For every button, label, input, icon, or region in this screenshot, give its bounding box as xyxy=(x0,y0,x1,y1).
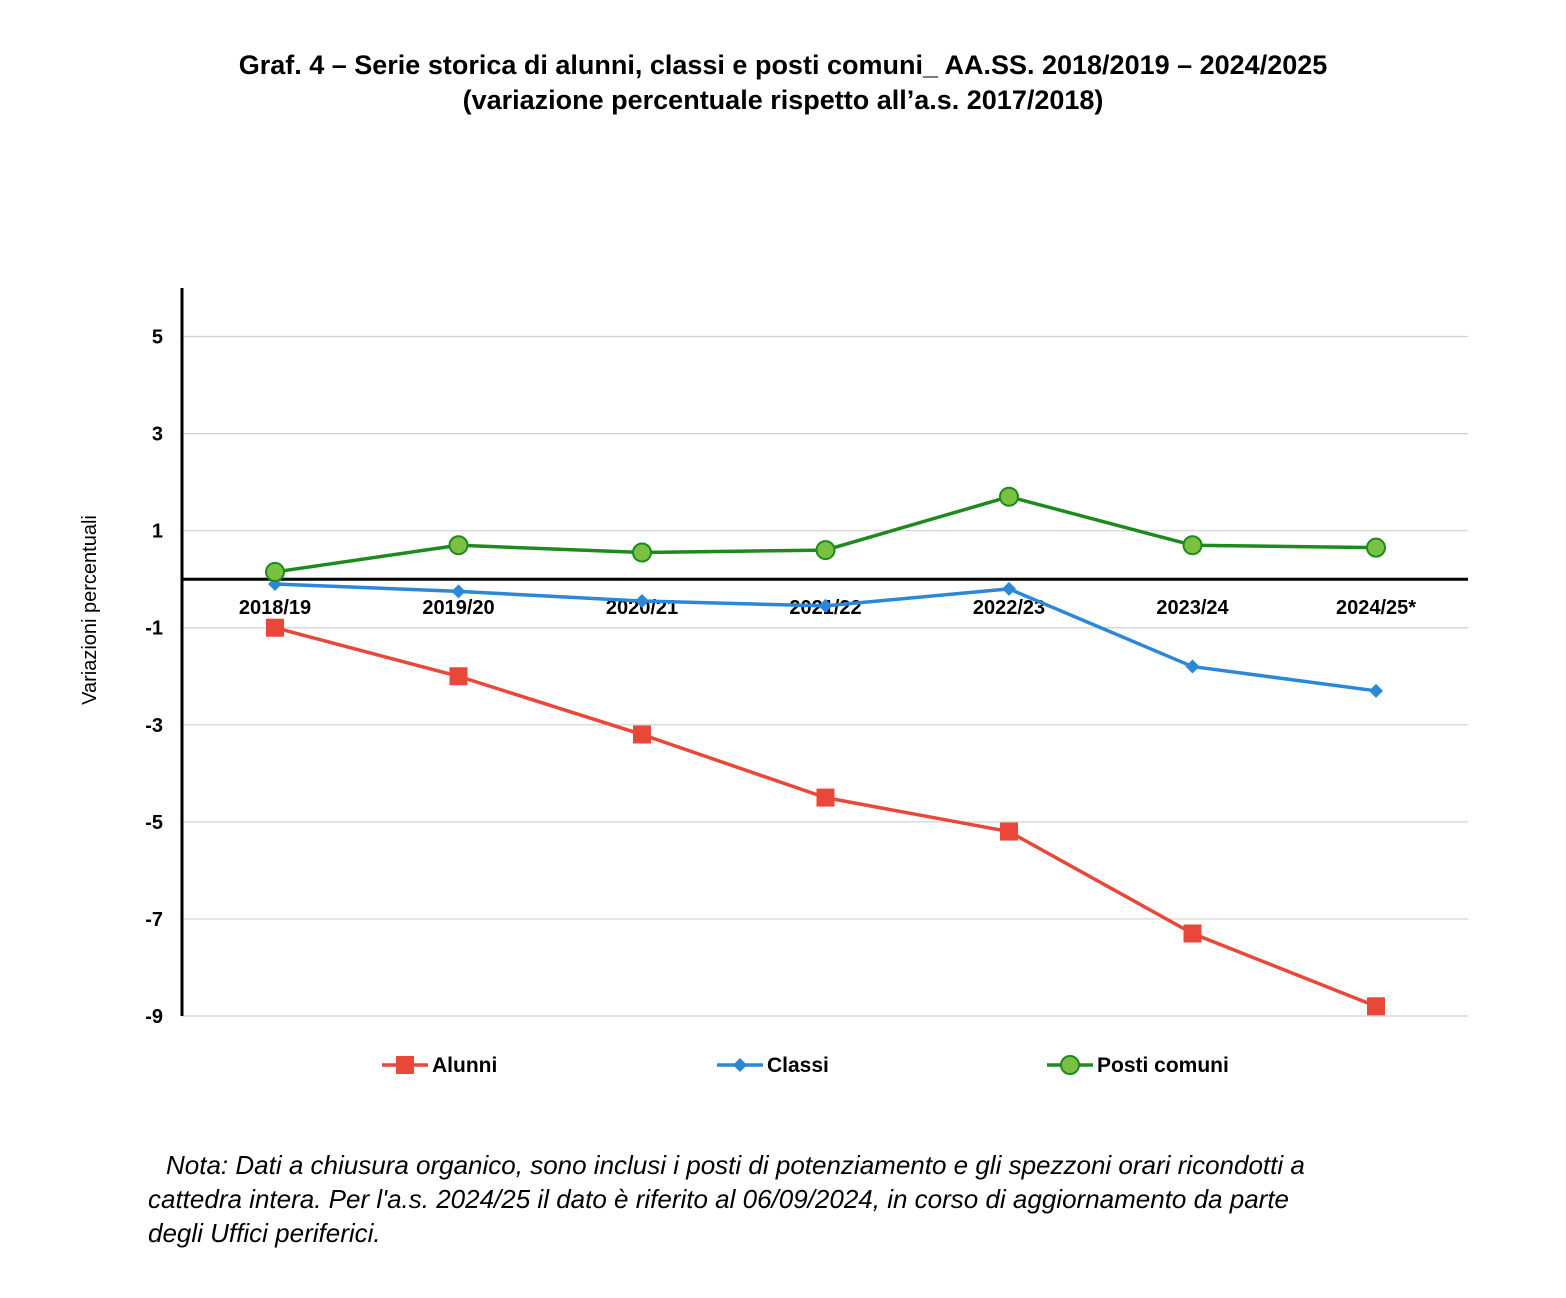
legend-swatch-marker xyxy=(1060,1055,1080,1075)
data-point-classi xyxy=(818,598,833,613)
data-point-alunni xyxy=(816,788,835,807)
y-tick-label: -9 xyxy=(145,1006,163,1028)
footnote-line-3: degli Uffici periferici. xyxy=(148,1218,381,1248)
data-point-alunni xyxy=(1367,997,1385,1016)
data-point-posti-comuni xyxy=(1366,537,1386,558)
legend-swatch-marker xyxy=(396,1056,414,1074)
series-group xyxy=(265,486,1386,1016)
y-axis-label: Variazioni percentuali xyxy=(79,515,101,705)
data-point-posti-comuni xyxy=(999,486,1019,507)
data-point-posti-comuni xyxy=(448,535,469,556)
data-point-alunni xyxy=(266,618,284,637)
y-tick-label: -3 xyxy=(145,715,163,737)
footnote: Nota: Dati a chiusura organico, sono inc… xyxy=(148,1148,1498,1250)
gridlines xyxy=(182,335,1468,1017)
data-point-alunni xyxy=(449,667,468,686)
y-tick-label: -5 xyxy=(145,812,163,834)
series-classi xyxy=(268,577,1383,698)
chart-title-block: Graf. 4 – Serie storica di alunni, class… xyxy=(0,48,1566,118)
legend-label: Classi xyxy=(767,1054,829,1077)
y-tick-label: 1 xyxy=(152,521,163,543)
legend-item-classi: Classi xyxy=(717,1054,829,1077)
legend-item-alunni: Alunni xyxy=(382,1054,497,1077)
series-posti-comuni xyxy=(265,486,1386,582)
chart-subtitle: (variazione percentuale rispetto all’a.s… xyxy=(462,85,1104,115)
x-tick-label: 2022/23 xyxy=(973,597,1045,619)
data-point-classi xyxy=(1369,683,1383,698)
data-point-classi xyxy=(451,584,466,599)
legend-label: Alunni xyxy=(432,1054,497,1077)
series-line-alunni xyxy=(274,626,1377,1008)
chart-title: Graf. 4 – Serie storica di alunni, class… xyxy=(238,50,1328,80)
data-point-classi xyxy=(1185,659,1200,674)
y-tick-label: -7 xyxy=(145,909,163,931)
x-tick-label: 2018/19 xyxy=(239,597,311,619)
series-alunni xyxy=(266,618,1385,1016)
x-tick-label: 2023/24 xyxy=(1156,597,1229,619)
legend-label: Posti comuni xyxy=(1097,1054,1229,1077)
y-tick-label: -1 xyxy=(145,618,163,640)
data-point-posti-comuni xyxy=(1182,535,1203,556)
data-point-posti-comuni xyxy=(815,540,836,561)
footnote-line-2: cattedra intera. Per l'a.s. 2024/25 il d… xyxy=(148,1184,1290,1214)
footnote-line-1: Nota: Dati a chiusura organico, sono inc… xyxy=(166,1150,1305,1180)
data-point-posti-comuni xyxy=(265,561,285,582)
data-point-alunni xyxy=(633,725,651,744)
data-point-classi xyxy=(635,594,649,609)
legend: Alunni Classi Posti comuni xyxy=(382,1054,1229,1077)
series-line-posti-comuni xyxy=(274,494,1377,574)
legend-swatch-marker xyxy=(733,1058,747,1072)
y-tick-label: 3 xyxy=(152,424,163,446)
data-point-posti-comuni xyxy=(632,542,652,563)
x-tick-label: 2019/20 xyxy=(422,597,494,619)
legend-item-posti-comuni: Posti comuni xyxy=(1047,1054,1229,1077)
data-point-alunni xyxy=(1000,822,1018,841)
y-tick-label: 5 xyxy=(152,327,163,349)
x-tick-label: 2024/25* xyxy=(1336,597,1416,619)
data-point-classi xyxy=(1002,581,1016,596)
y-axis-tick-labels: 5 3 1 -1 -3 -5 -7 -9 xyxy=(145,327,163,1028)
data-point-alunni xyxy=(1183,924,1202,943)
